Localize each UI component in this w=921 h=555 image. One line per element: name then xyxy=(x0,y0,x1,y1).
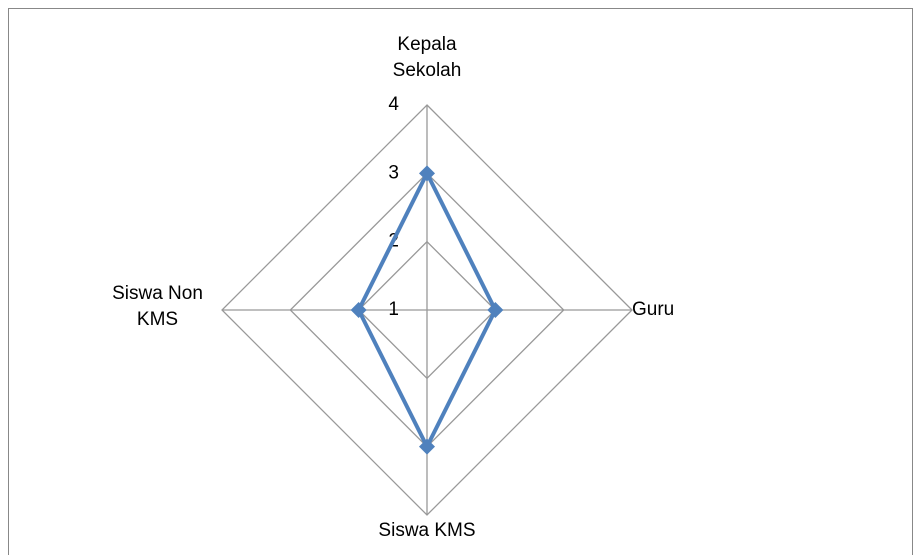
tick-label: 3 xyxy=(388,162,399,183)
point-marker xyxy=(419,165,435,182)
point-marker xyxy=(419,438,435,455)
category-label: Siswa Non KMS xyxy=(112,283,203,330)
category-label: Guru xyxy=(632,299,675,320)
point-marker xyxy=(350,302,367,318)
tick-label: 1 xyxy=(388,299,399,320)
chart-frame xyxy=(8,8,913,555)
category-label: Siswa KMS xyxy=(378,520,476,541)
category-label: Kepala Sekolah xyxy=(392,34,462,81)
tick-label: 4 xyxy=(388,94,399,115)
point-marker xyxy=(487,302,504,318)
